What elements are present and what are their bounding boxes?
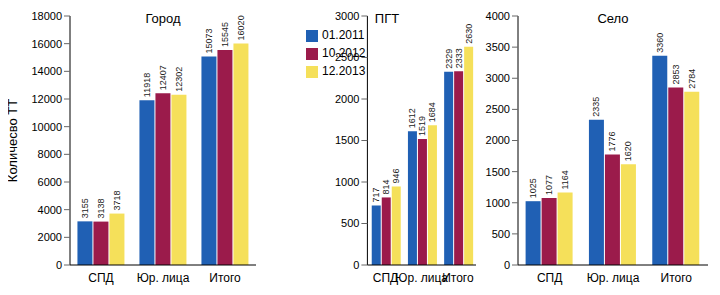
svg-text:3138: 3138 bbox=[96, 199, 106, 219]
svg-text:2630: 2630 bbox=[464, 24, 474, 44]
svg-text:3500: 3500 bbox=[486, 41, 510, 53]
svg-text:1500: 1500 bbox=[486, 166, 510, 178]
svg-text:СПД: СПД bbox=[537, 271, 562, 285]
svg-text:2853: 2853 bbox=[671, 64, 681, 84]
svg-text:Юр. лица: Юр. лица bbox=[395, 271, 448, 285]
svg-text:1620: 1620 bbox=[623, 141, 633, 161]
svg-text:2000: 2000 bbox=[38, 231, 62, 243]
svg-text:3000: 3000 bbox=[486, 72, 510, 84]
svg-text:16000: 16000 bbox=[31, 38, 62, 50]
svg-text:0: 0 bbox=[353, 259, 359, 271]
svg-text:1000: 1000 bbox=[486, 197, 510, 209]
svg-text:1519: 1519 bbox=[417, 116, 427, 136]
svg-text:2784: 2784 bbox=[687, 69, 697, 89]
svg-text:1500: 1500 bbox=[335, 134, 359, 146]
svg-text:717: 717 bbox=[371, 187, 381, 202]
svg-text:16020: 16020 bbox=[236, 15, 246, 40]
svg-text:15545: 15545 bbox=[220, 22, 230, 47]
svg-text:3360: 3360 bbox=[655, 33, 665, 53]
svg-text:Итого: Итого bbox=[209, 271, 241, 285]
svg-text:8000: 8000 bbox=[38, 148, 62, 160]
svg-text:14000: 14000 bbox=[31, 65, 62, 77]
svg-text:15073: 15073 bbox=[204, 28, 214, 53]
svg-text:2329: 2329 bbox=[444, 49, 454, 69]
svg-text:2000: 2000 bbox=[486, 134, 510, 146]
svg-text:500: 500 bbox=[492, 228, 510, 240]
svg-text:500: 500 bbox=[341, 217, 359, 229]
svg-text:2500: 2500 bbox=[335, 51, 359, 63]
svg-text:СПД: СПД bbox=[88, 271, 113, 285]
svg-text:2000: 2000 bbox=[335, 93, 359, 105]
svg-text:1776: 1776 bbox=[607, 131, 617, 151]
svg-text:0: 0 bbox=[56, 259, 62, 271]
svg-text:Количесво ТТ: Количесво ТТ bbox=[8, 99, 20, 182]
svg-text:1025: 1025 bbox=[528, 178, 538, 198]
svg-text:18000: 18000 bbox=[31, 10, 62, 22]
svg-text:2335: 2335 bbox=[591, 97, 601, 117]
svg-text:4000: 4000 bbox=[38, 204, 62, 216]
svg-text:12302: 12302 bbox=[174, 67, 184, 92]
svg-text:2333: 2333 bbox=[454, 48, 464, 68]
svg-text:0: 0 bbox=[504, 259, 510, 271]
svg-text:4000: 4000 bbox=[486, 10, 510, 22]
svg-text:12407: 12407 bbox=[158, 65, 168, 90]
svg-text:2500: 2500 bbox=[486, 103, 510, 115]
svg-text:1612: 1612 bbox=[407, 108, 417, 128]
svg-text:Юр. лица: Юр. лица bbox=[137, 271, 190, 285]
svg-text:1000: 1000 bbox=[335, 176, 359, 188]
svg-text:Юр. лица: Юр. лица bbox=[587, 271, 640, 285]
svg-text:1077: 1077 bbox=[544, 175, 554, 195]
svg-text:814: 814 bbox=[381, 179, 391, 194]
svg-text:11918: 11918 bbox=[142, 73, 152, 97]
svg-text:6000: 6000 bbox=[38, 176, 62, 188]
svg-text:10000: 10000 bbox=[31, 121, 62, 133]
svg-text:12000: 12000 bbox=[31, 93, 62, 105]
svg-text:Итого: Итого bbox=[442, 271, 474, 285]
svg-text:1164: 1164 bbox=[560, 170, 570, 189]
svg-text:3718: 3718 bbox=[112, 191, 122, 211]
svg-text:946: 946 bbox=[391, 168, 401, 183]
svg-text:3155: 3155 bbox=[80, 198, 90, 218]
svg-text:Итого: Итого bbox=[661, 271, 693, 285]
svg-text:1684: 1684 bbox=[427, 102, 437, 122]
svg-text:3000: 3000 bbox=[335, 10, 359, 22]
